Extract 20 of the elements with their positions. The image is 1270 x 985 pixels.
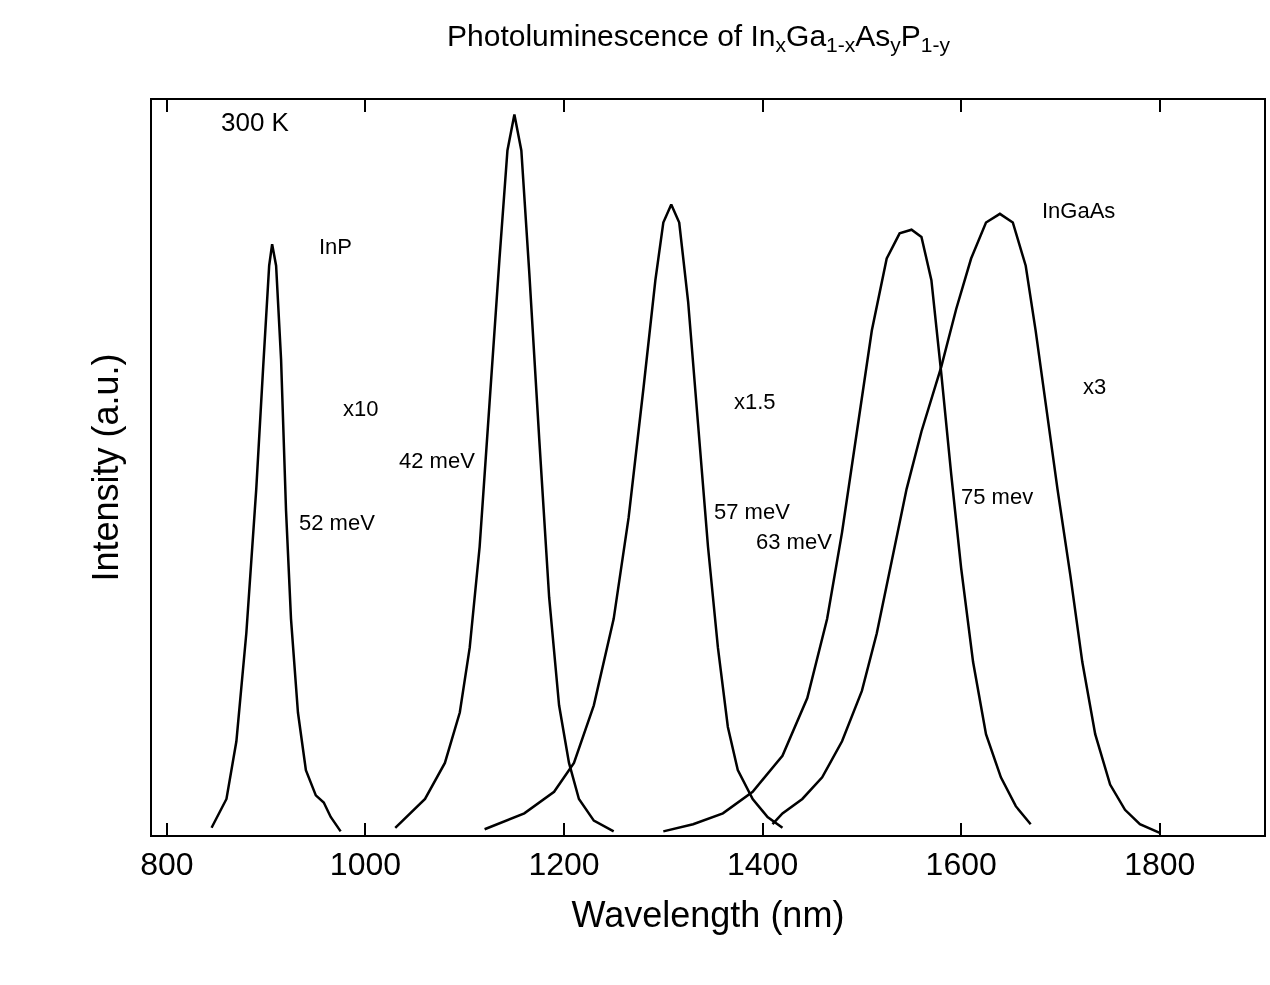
annotation: x3 bbox=[1083, 374, 1107, 399]
x-tick-label: 1400 bbox=[727, 846, 799, 883]
annotation: x1.5 bbox=[734, 389, 776, 414]
annotation: InP bbox=[319, 234, 353, 259]
x-tick-label: 800 bbox=[140, 846, 194, 883]
y-axis-title: Intensity (a.u.) bbox=[85, 353, 127, 582]
annotation: 57 meV bbox=[714, 499, 791, 524]
annotation: 52 meV bbox=[299, 510, 376, 535]
annotation: 75 mev bbox=[961, 484, 1034, 509]
annotation: x10 bbox=[343, 396, 379, 421]
x-tick-label: 1200 bbox=[528, 846, 600, 883]
annotation: 63 meV bbox=[756, 529, 833, 554]
annotation: 42 meV bbox=[399, 448, 476, 473]
x-tick-label: 1800 bbox=[1124, 846, 1196, 883]
x-tick-label: 1600 bbox=[925, 846, 997, 883]
x-tick-label: 1000 bbox=[329, 846, 402, 883]
annotation: InGaAs bbox=[1042, 198, 1116, 223]
chart-title: Photoluminescence of In$_{x}$Ga$_{1-x}$As$_{y}$P$_{1-y}$ bbox=[447, 18, 951, 56]
annotation: 300 K bbox=[221, 107, 290, 137]
x-axis-title: Wavelength (nm) bbox=[571, 893, 845, 935]
